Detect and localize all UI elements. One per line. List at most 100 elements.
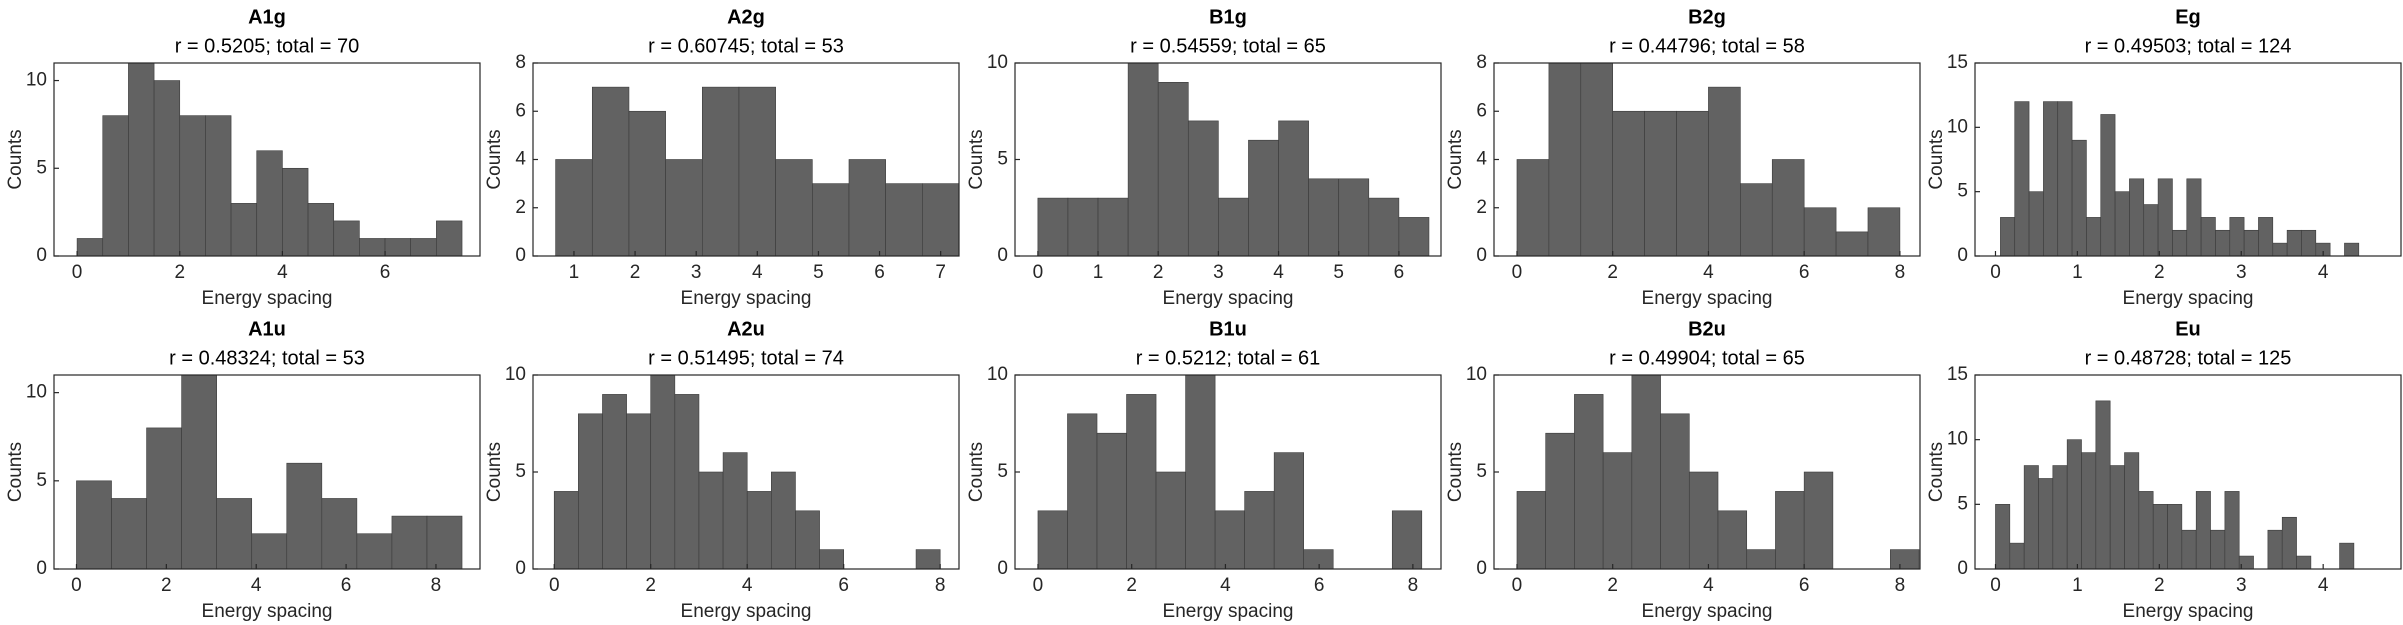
x-tick-label: 8	[1408, 575, 1419, 596]
y-tick-label: 5	[1476, 461, 1487, 482]
x-tick-label: 6	[1314, 575, 1325, 596]
x-tick-label: 0	[1990, 575, 2001, 596]
bar	[286, 462, 323, 570]
bar	[2210, 529, 2226, 570]
y-axis-label: Counts	[1445, 129, 1466, 189]
bar	[1580, 62, 1614, 257]
bar	[1676, 110, 1709, 257]
x-axis-label: Energy spacing	[1642, 288, 1773, 309]
bar	[2272, 242, 2288, 257]
axes-box	[1974, 62, 2402, 257]
x-tick-label: 1	[2072, 575, 2083, 596]
bar	[1890, 549, 1920, 570]
bar	[674, 394, 700, 570]
x-tick-label: 2	[2154, 262, 2165, 283]
bar	[2286, 229, 2302, 257]
bar	[698, 471, 724, 570]
bar	[181, 374, 217, 570]
bar	[1516, 491, 1546, 570]
x-tick-label: 6	[380, 262, 391, 283]
bar	[1097, 197, 1129, 257]
bar	[2009, 542, 2025, 570]
bar	[2124, 452, 2140, 570]
bar	[1803, 207, 1837, 257]
bar	[701, 86, 740, 257]
x-axis-label: Energy spacing	[1642, 601, 1773, 622]
y-axis-label: Counts	[1445, 442, 1466, 502]
x-tick-label: 0	[1033, 575, 1044, 596]
x-axis-label: Energy spacing	[1163, 601, 1294, 622]
bar	[2344, 242, 2360, 257]
bar	[76, 238, 104, 257]
y-axis-label: Counts	[966, 442, 987, 502]
chart-title: A1u	[248, 318, 286, 340]
chart-subtitle: r = 0.48728; total = 125	[2085, 347, 2292, 369]
x-tick-label: 5	[1333, 262, 1344, 283]
bar	[2195, 491, 2211, 570]
bar	[111, 498, 147, 570]
bar	[1717, 510, 1748, 570]
bar	[356, 533, 393, 570]
x-tick-label: 6	[874, 262, 885, 283]
bar	[1214, 510, 1245, 570]
x-tick-label: 6	[341, 575, 352, 596]
x-tick-label: 2	[1153, 262, 1164, 283]
x-tick-label: 3	[2236, 262, 2247, 283]
bar	[2129, 178, 2145, 257]
axes-box	[53, 62, 481, 257]
bar	[885, 183, 923, 257]
chart-subtitle: r = 0.60745; total = 53	[648, 35, 844, 57]
bar	[1368, 197, 1400, 257]
chart-title: B2u	[1688, 318, 1726, 340]
bar	[555, 159, 593, 257]
x-tick-label: 4	[2318, 262, 2329, 283]
x-tick-label: 2	[630, 262, 641, 283]
bar	[128, 62, 155, 257]
bar	[650, 374, 676, 570]
bar	[1803, 471, 1834, 570]
y-tick-label: 10	[26, 70, 47, 91]
bar	[1037, 510, 1068, 570]
y-tick-label: 0	[1476, 245, 1487, 266]
axes-box	[1974, 374, 2402, 570]
y-axis-label: Counts	[484, 129, 505, 189]
bar	[1096, 432, 1127, 570]
chart-title: A2u	[727, 318, 765, 340]
y-tick-label: 0	[997, 245, 1008, 266]
bar	[2157, 178, 2173, 257]
bar	[1248, 139, 1279, 257]
bar	[1775, 491, 1805, 570]
bar	[1516, 159, 1550, 257]
bar	[1660, 413, 1690, 570]
y-tick-label: 10	[1947, 429, 1968, 450]
bar	[321, 498, 358, 570]
bar	[2109, 465, 2125, 570]
y-tick-label: 2	[1476, 197, 1487, 218]
bar	[1218, 197, 1249, 257]
x-tick-label: 6	[1799, 262, 1810, 283]
bar	[1548, 62, 1582, 257]
bar	[1740, 183, 1773, 257]
bar	[553, 491, 579, 570]
bar	[2339, 542, 2355, 570]
y-tick-label: 0	[1957, 245, 1968, 266]
bar	[1067, 197, 1099, 257]
bar	[1602, 452, 1633, 570]
y-tick-label: 2	[515, 197, 526, 218]
y-tick-label: 8	[515, 52, 526, 73]
axes-box	[53, 374, 481, 570]
x-axis-label: Energy spacing	[202, 601, 333, 622]
y-tick-label: 10	[26, 382, 47, 403]
bar	[915, 549, 941, 570]
y-axis-label: Counts	[1926, 129, 1947, 189]
bar	[307, 203, 335, 257]
bar	[2258, 217, 2274, 257]
bar	[1244, 491, 1275, 570]
y-tick-label: 5	[1957, 493, 1968, 514]
bar	[2114, 191, 2130, 257]
x-axis-label: Energy spacing	[681, 601, 812, 622]
bar	[2023, 465, 2039, 570]
chart-subtitle: r = 0.51495; total = 74	[648, 347, 844, 369]
x-tick-label: 0	[1512, 262, 1523, 283]
x-tick-label: 2	[645, 575, 656, 596]
